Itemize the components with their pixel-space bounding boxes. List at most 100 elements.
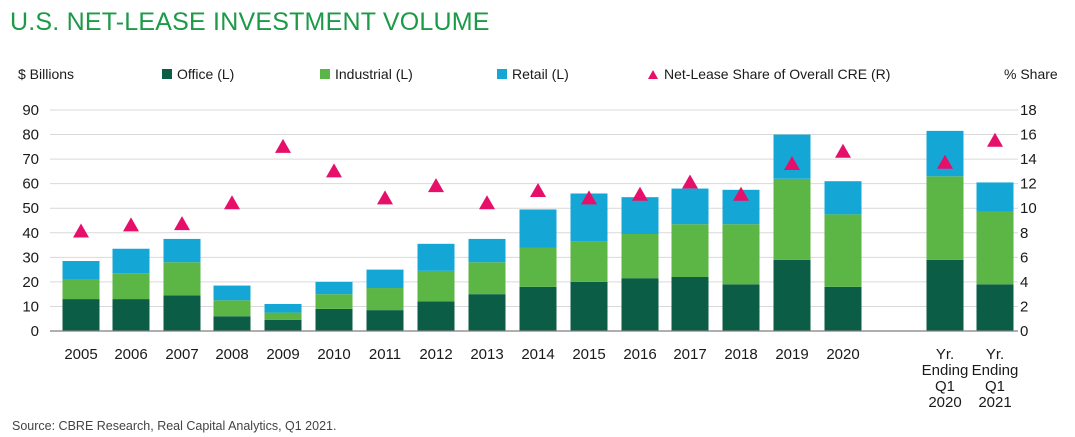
x-tick-label: Ending <box>972 362 1019 379</box>
bar-industrial <box>264 312 302 320</box>
y-tick-label: 20 <box>22 274 39 291</box>
left-axis-unit: $ Billions <box>18 66 75 82</box>
bar-office <box>366 310 404 331</box>
share-marker <box>224 195 240 210</box>
share-marker <box>73 223 89 238</box>
y2-tick-label: 10 <box>1020 200 1037 217</box>
bar-industrial <box>519 247 557 287</box>
y2-tick-label: 0 <box>1020 323 1028 340</box>
bar-retail <box>112 248 150 274</box>
bar-retail <box>366 269 404 289</box>
x-tick-label: Ending <box>922 362 969 379</box>
bar-retail <box>519 209 557 248</box>
bar-industrial <box>824 214 862 287</box>
legend-share: Net-Lease Share of Overall CRE (R) <box>648 66 890 82</box>
share-marker <box>275 138 291 153</box>
x-tick-label: 2020 <box>928 394 961 411</box>
x-tick-label: Yr. <box>936 346 954 363</box>
bar-industrial <box>112 273 150 300</box>
bar-retail <box>824 181 862 215</box>
bar-office <box>62 299 100 331</box>
x-tick-label: 2011 <box>369 346 401 363</box>
bar-office <box>773 259 811 331</box>
x-tick-label: 2006 <box>114 346 147 363</box>
x-tick-label: Q1 <box>935 378 955 395</box>
legend-share-label: Net-Lease Share of Overall CRE (R) <box>664 66 891 82</box>
x-tick-label: 2015 <box>572 346 605 363</box>
bar-office <box>824 286 862 331</box>
legend-retail: Retail (L) <box>497 66 569 82</box>
source-note: Source: CBRE Research, Real Capital Anal… <box>12 419 337 433</box>
chart-title: U.S. NET-LEASE INVESTMENT VOLUME <box>10 8 490 36</box>
share-marker <box>377 190 393 205</box>
x-tick-label: 2014 <box>521 346 554 363</box>
y2-tick-label: 4 <box>1020 274 1028 291</box>
y2-tick-label: 2 <box>1020 298 1028 315</box>
x-tick-label: Yr. <box>986 346 1004 363</box>
y2-tick-label: 8 <box>1020 225 1028 242</box>
bar-industrial <box>621 234 659 279</box>
share-marker <box>174 216 190 231</box>
legend-industrial: Industrial (L) <box>320 66 413 82</box>
bar-retail <box>163 238 201 263</box>
y-tick-label: 30 <box>22 249 39 266</box>
x-tick-label: 2005 <box>64 346 97 363</box>
bar-retail <box>213 285 251 301</box>
share-marker <box>428 178 444 193</box>
bar-industrial <box>213 300 251 317</box>
x-tick-label: 2009 <box>266 346 299 363</box>
bar-industrial <box>315 294 353 309</box>
bar-industrial <box>671 224 709 277</box>
share-marker <box>937 154 953 169</box>
y2-tick-label: 16 <box>1020 127 1037 144</box>
bar-retail <box>468 238 506 263</box>
bar-industrial <box>570 241 608 282</box>
x-tick-label: 2016 <box>623 346 656 363</box>
y-tick-label: 70 <box>22 151 39 168</box>
bar-industrial <box>976 211 1014 285</box>
share-marker <box>835 143 851 158</box>
y2-tick-label: 18 <box>1020 102 1037 119</box>
legend-office-label: Office (L) <box>177 66 235 82</box>
bar-office <box>163 295 201 331</box>
bar-retail <box>976 182 1014 212</box>
legend-retail-swatch <box>497 69 507 79</box>
bar-retail <box>315 281 353 295</box>
legend-industrial-label: Industrial (L) <box>335 66 413 82</box>
legend-triangle-icon <box>648 69 658 79</box>
legend-industrial-swatch <box>320 69 330 79</box>
y2-tick-label: 6 <box>1020 249 1028 266</box>
y-tick-label: 90 <box>22 102 39 119</box>
share-marker <box>530 183 546 198</box>
x-tick-label: 2020 <box>826 346 859 363</box>
bar-office <box>570 281 608 331</box>
x-tick-label: 2018 <box>724 346 757 363</box>
bar-office <box>417 301 455 331</box>
bar-retail <box>417 243 455 271</box>
x-tick-label: 2019 <box>775 346 808 363</box>
y-tick-label: 80 <box>22 127 39 144</box>
bar-office <box>315 308 353 331</box>
bar-industrial <box>417 270 455 302</box>
bar-industrial <box>468 262 506 295</box>
bar-industrial <box>773 178 811 260</box>
share-marker <box>733 186 749 201</box>
bar-industrial <box>163 262 201 296</box>
x-tick-label: 2007 <box>165 346 198 363</box>
share-marker <box>632 186 648 201</box>
x-tick-label: 2010 <box>317 346 350 363</box>
bar-retail <box>62 261 100 280</box>
legend-retail-label: Retail (L) <box>512 66 569 82</box>
bar-office <box>926 259 964 331</box>
bar-retail <box>264 303 302 313</box>
share-marker <box>784 156 800 171</box>
y-tick-label: 60 <box>22 176 39 193</box>
bar-industrial <box>722 224 760 285</box>
bar-industrial <box>62 279 100 300</box>
bar-office <box>213 316 251 331</box>
bar-office <box>519 286 557 331</box>
y-tick-label: 50 <box>22 200 39 217</box>
y2-tick-label: 12 <box>1020 176 1037 193</box>
bar-retail <box>671 188 709 225</box>
